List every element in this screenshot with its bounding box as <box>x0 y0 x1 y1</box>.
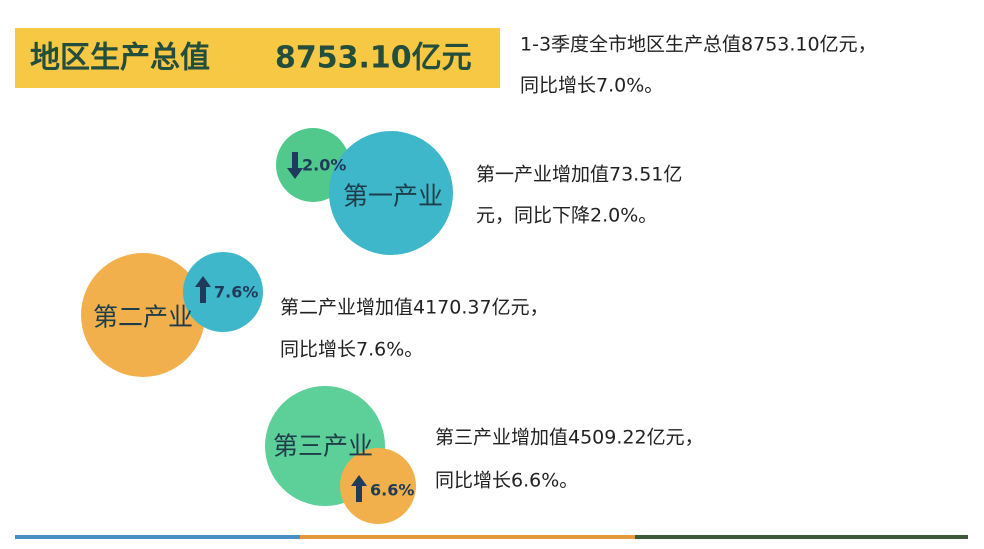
circle <box>340 448 416 524</box>
sector-desc: 第二产业增加值4170.37亿元， <box>280 297 549 319</box>
down-arrow <box>287 152 303 179</box>
change: 6.6% <box>370 481 414 500</box>
circle <box>81 253 205 377</box>
up-arrow <box>195 276 211 303</box>
sector-name: 第三产业 <box>273 432 373 461</box>
circle <box>329 131 453 255</box>
header-title: 地区生产总值 <box>30 41 210 76</box>
sector-desc: 同比增长6.6%。 <box>435 470 578 492</box>
sector-desc: 同比增长7.6%。 <box>280 339 423 361</box>
sector-desc: 元，同比下降2.0%。 <box>476 205 657 227</box>
sector-desc: 第三产业增加值4509.22亿元， <box>435 427 704 449</box>
change: 7.6% <box>214 283 258 302</box>
change: 2.0% <box>302 156 346 175</box>
footer-bar <box>300 535 635 539</box>
header-box <box>15 28 500 88</box>
summary-line: 1-3季度全市地区生产总值8753.10亿元， <box>520 34 877 56</box>
header-value: 8753.10亿元 <box>275 41 472 76</box>
sector-desc: 第一产业增加值73.51亿 <box>476 164 682 186</box>
footer-bar <box>15 535 300 539</box>
sector-name: 第二产业 <box>93 303 193 332</box>
summary-line: 同比增长7.0%。 <box>520 75 663 97</box>
footer-bar <box>635 535 968 539</box>
up-arrow <box>351 475 367 502</box>
sector-name: 第一产业 <box>343 182 443 211</box>
circle <box>183 252 263 332</box>
